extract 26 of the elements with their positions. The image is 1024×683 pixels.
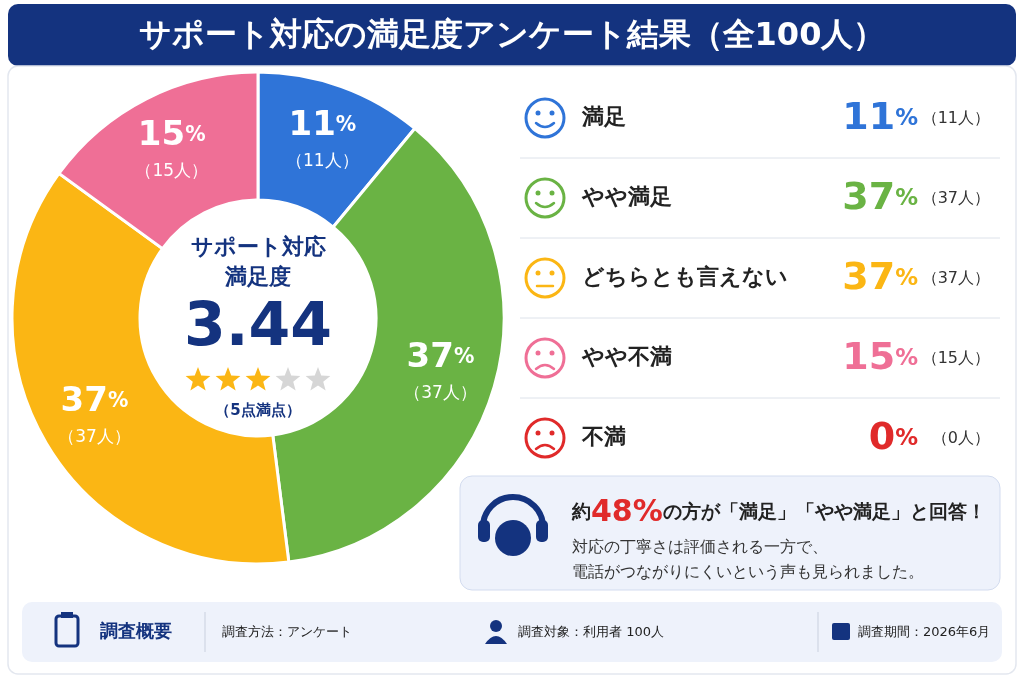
- text: 15%（15人）: [842, 333, 990, 378]
- legend-label: 満足: [581, 104, 626, 129]
- text: （5点満点）: [215, 400, 301, 419]
- legend-label: どちらとも言えない: [582, 264, 788, 289]
- text: 調査対象：利用者 100人: [518, 623, 664, 639]
- data-label: 11% （11人）: [286, 102, 359, 171]
- chart-title: サポート対応の満足度アンケート結果（全100人）: [138, 15, 886, 53]
- legend-label: やや満足: [581, 184, 672, 209]
- text: 調査期間：2026年6月: [858, 623, 991, 639]
- text: 調査方法：アンケート: [222, 623, 352, 639]
- legend-label: 不満: [581, 424, 626, 449]
- legend-label: やや不満: [581, 344, 672, 369]
- text: 11%（11人）: [842, 93, 990, 138]
- text: サポート対応: [190, 234, 326, 259]
- data-label: 15% （15人）: [135, 112, 209, 180]
- text: 満足度: [224, 264, 291, 289]
- text: 37%（37人）: [842, 173, 990, 218]
- data-label: 37% （37人）: [404, 334, 477, 403]
- text: 電話がつながりにくいという声も見られました。: [572, 561, 924, 581]
- text: 対応の丁寧さは評価される一方で、: [572, 536, 828, 556]
- text: 0% （0人）: [868, 413, 990, 458]
- text: 約48%の方が「満足」「やや満足」と回答！: [571, 492, 986, 528]
- data-label: 37% （37人）: [58, 378, 131, 446]
- text: 37%（37人）: [842, 253, 990, 298]
- text: 調査概要: [100, 620, 172, 641]
- text: 3.44: [183, 288, 333, 359]
